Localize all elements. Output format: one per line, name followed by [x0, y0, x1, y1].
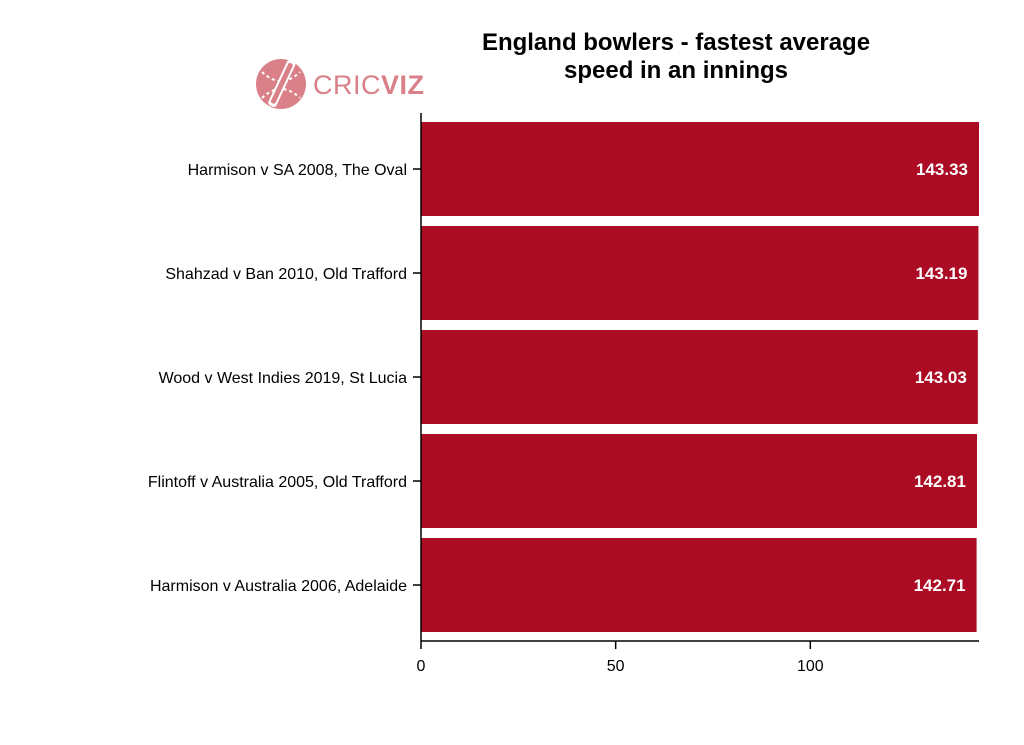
- bar: [421, 434, 977, 528]
- category-label: Harmison v Australia 2006, Adelaide: [150, 578, 407, 595]
- bar: [421, 122, 979, 216]
- bars-layer: 143.33 143.19 143.03 142.81 142.71: [421, 122, 979, 632]
- category-label: Shahzad v Ban 2010, Old Trafford: [165, 266, 407, 283]
- value-label: 143.19: [915, 264, 967, 283]
- logo-text-cric: CRIC: [313, 70, 381, 100]
- value-label: 143.03: [915, 368, 967, 387]
- cricviz-logo: CRICVIZ: [256, 59, 425, 109]
- value-label: 143.33: [916, 160, 968, 179]
- logo-text-viz: VIZ: [381, 70, 425, 100]
- x-tick-label: 100: [797, 658, 824, 675]
- cricket-ball-icon: [256, 59, 306, 109]
- chart-title-line-2: speed in an innings: [564, 57, 788, 84]
- svg-text:CRICVIZ: CRICVIZ: [313, 70, 425, 100]
- value-label: 142.81: [914, 472, 966, 491]
- chart-title-line-1: England bowlers - fastest average: [482, 29, 870, 56]
- bar: [421, 538, 977, 632]
- axes-layer: Harmison v SA 2008, The Oval Shahzad v Ba…: [148, 113, 979, 675]
- category-label: Harmison v SA 2008, The Oval: [188, 162, 407, 179]
- bar: [421, 226, 979, 320]
- value-label: 142.71: [914, 576, 966, 595]
- category-label: Flintoff v Australia 2005, Old Trafford: [148, 474, 407, 491]
- x-tick-label: 50: [607, 658, 625, 675]
- bar: [421, 330, 978, 424]
- category-label: Wood v West Indies 2019, St Lucia: [159, 370, 408, 387]
- x-tick-label: 0: [417, 658, 426, 675]
